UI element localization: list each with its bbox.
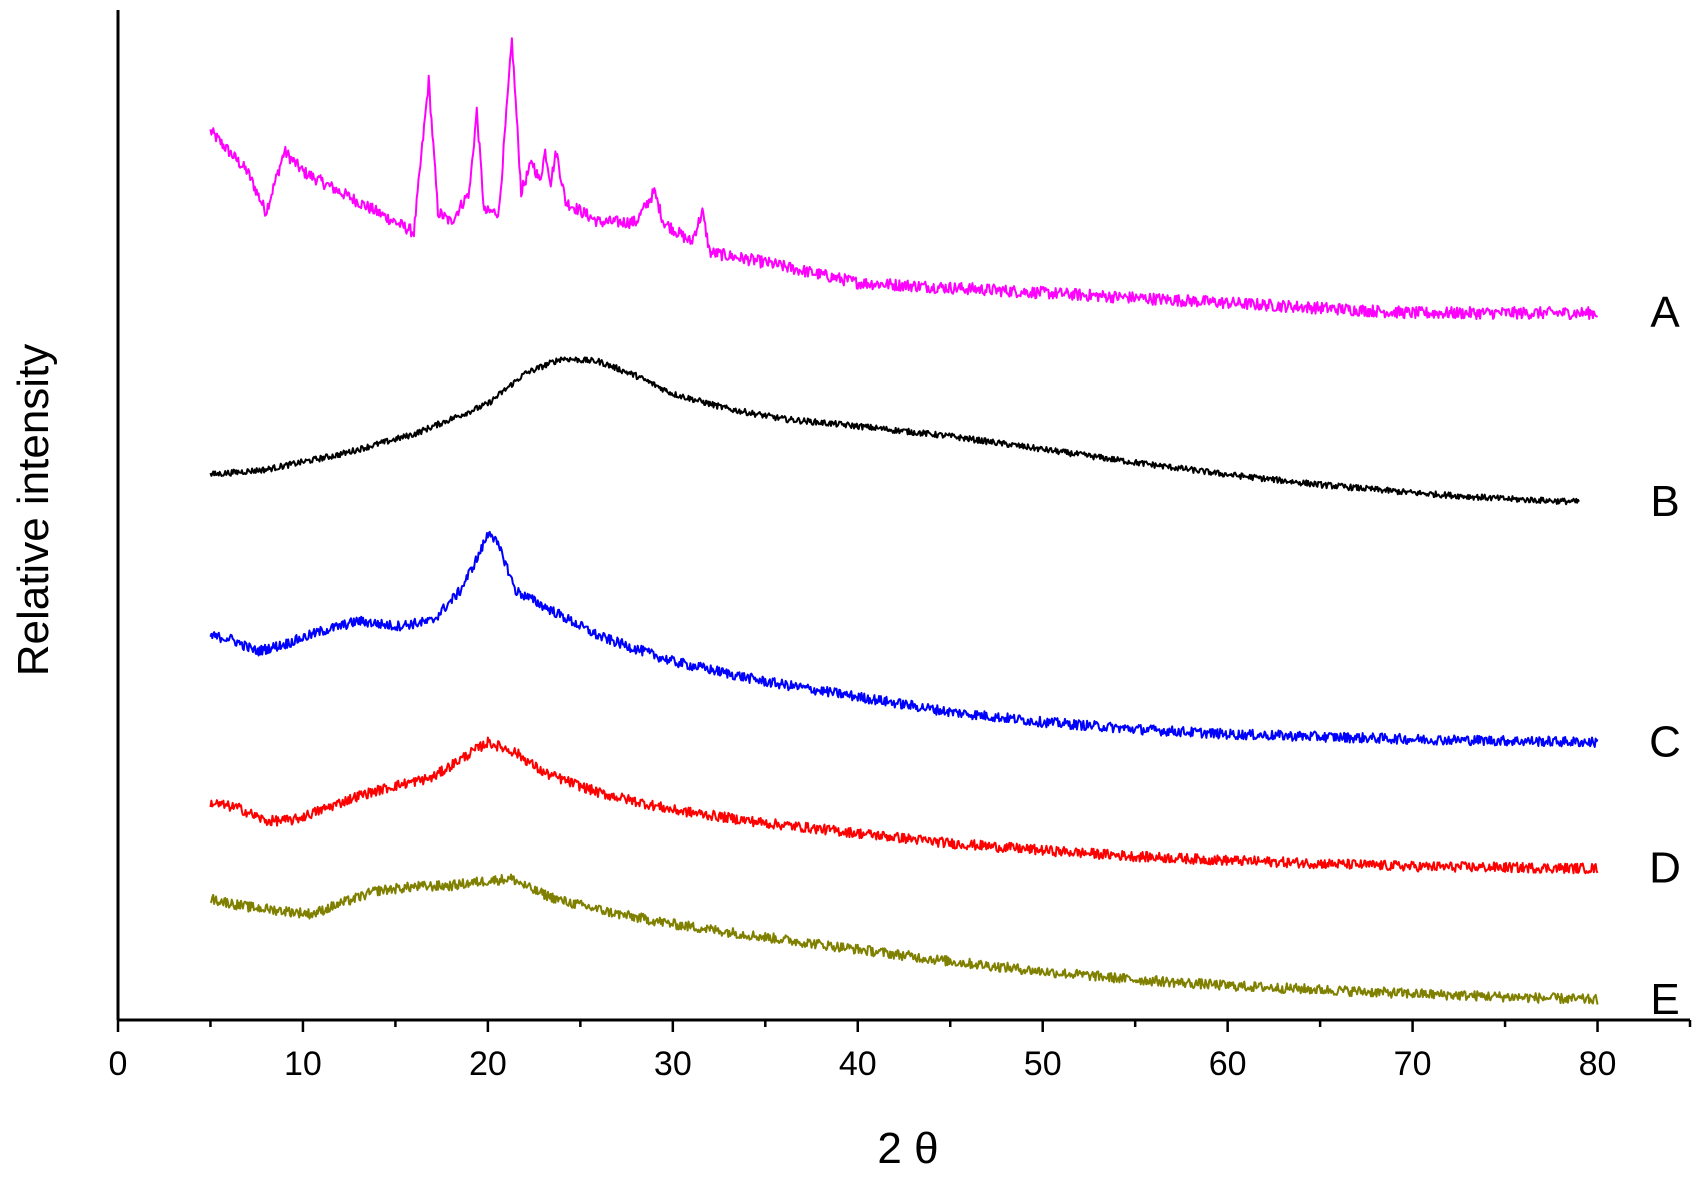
series-line-E — [209, 873, 1599, 1005]
axes-layer: 0 10 20 30 40 50 60 70 80 — [109, 10, 1692, 1083]
series-layer: A B C D E — [209, 37, 1681, 1024]
x-tick-label: 0 — [109, 1045, 128, 1083]
series-B: B — [209, 356, 1680, 526]
y-axis-label: Relative intensity — [9, 344, 58, 677]
series-line-A — [209, 37, 1599, 321]
series-label-C: C — [1649, 717, 1681, 766]
x-tick-label: 70 — [1394, 1045, 1432, 1083]
series-A: A — [209, 37, 1680, 337]
x-tick-label: 20 — [469, 1045, 507, 1083]
series-line-D — [209, 736, 1599, 875]
series-label-B: B — [1650, 477, 1679, 526]
series-label-E: E — [1650, 975, 1679, 1024]
series-line-B — [209, 356, 1580, 506]
x-tick-label: 40 — [839, 1045, 877, 1083]
series-line-C — [209, 530, 1599, 748]
x-tick-label: 30 — [654, 1045, 692, 1083]
x-tick-label: 80 — [1579, 1045, 1617, 1083]
series-label-A: A — [1650, 288, 1680, 337]
series-E: E — [209, 873, 1680, 1024]
x-axis-label: 2 θ — [877, 1124, 938, 1173]
series-D: D — [209, 736, 1681, 893]
x-tick-label: 50 — [1024, 1045, 1062, 1083]
x-tick-label: 10 — [284, 1045, 322, 1083]
series-label-D: D — [1649, 844, 1681, 893]
x-tick-label: 60 — [1209, 1045, 1247, 1083]
series-C: C — [209, 530, 1681, 766]
